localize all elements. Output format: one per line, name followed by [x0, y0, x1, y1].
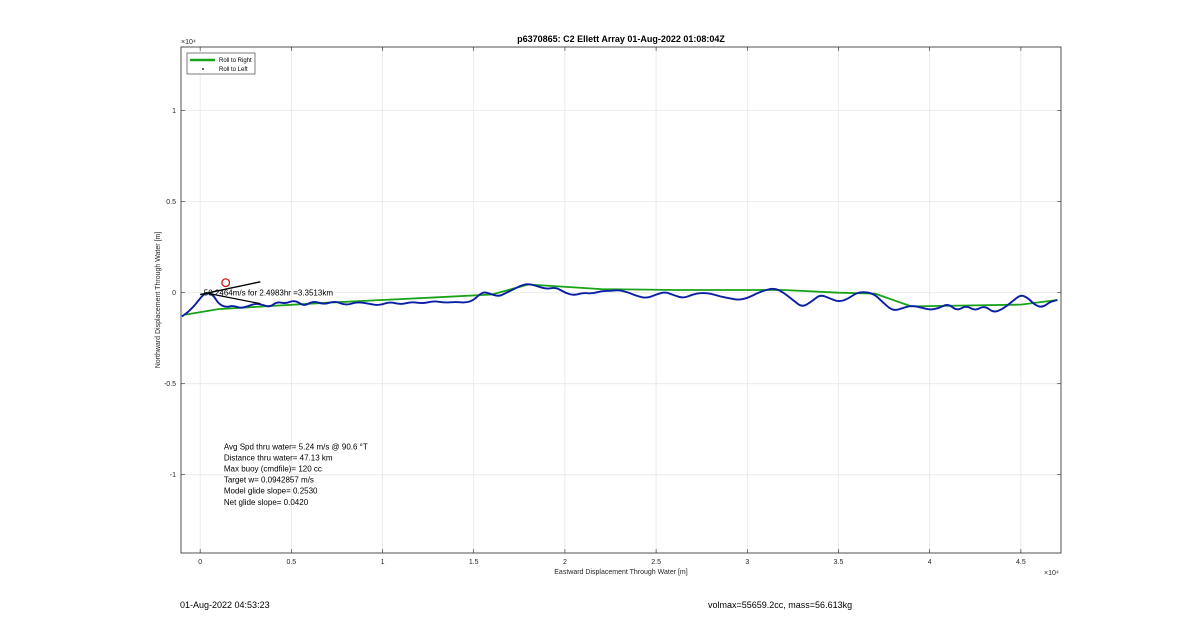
- x-axis-label: Eastward Displacement Through Water [m]: [554, 569, 687, 576]
- y-axis-label: Northward Displacement Through Water [m]: [155, 232, 162, 369]
- stats-line: Avg Spd thru water= 5.24 m/s @ 90.6 °T: [224, 442, 368, 451]
- x-tick-label: 2.5: [651, 559, 661, 566]
- y-tick-label: -1: [170, 472, 176, 479]
- legend-label-roll-left: Roll to Left: [219, 67, 248, 73]
- x-ticks: 0 0.5 1 1.5 2 2.5 3 3.5 4 4.5: [198, 47, 1026, 566]
- stats-line: Distance thru water= 47.13 km: [224, 453, 333, 462]
- series-line-roll-right: [185, 283, 1058, 316]
- grid: [181, 47, 1061, 553]
- y-tick-label: -0.5: [164, 381, 176, 388]
- legend-label-roll-right: Roll to Right: [219, 58, 252, 64]
- stats-line: Net glide slope= 0.0420: [224, 498, 309, 507]
- plot-area: 0 0.5 1 1.5 2 2.5 3 3.5 4 4.5 -1 -0.5 0 0.5 1: [164, 46, 1062, 566]
- legend-box: [186, 52, 256, 75]
- legend: Roll to Right Roll to Left: [186, 52, 256, 75]
- heading-line: [200, 281, 261, 296]
- x-tick-label: 3.5: [834, 559, 844, 566]
- x-tick-label: 0.5: [286, 559, 296, 566]
- y-ticks: -1 -0.5 0 0.5 1: [164, 108, 1061, 479]
- stats-text-block: Avg Spd thru water= 5.24 m/s @ 90.6 °T Di…: [224, 442, 368, 507]
- x-tick-label: 4: [928, 559, 932, 566]
- surface-marker: [221, 278, 231, 288]
- x-tick-label: 1.5: [469, 559, 479, 566]
- axes-box: [180, 46, 1062, 554]
- footer-timestamp: 01-Aug-2022 04:53:23: [180, 600, 270, 610]
- x-tick-label: 0: [198, 559, 202, 566]
- current-vector-line: [209, 293, 261, 305]
- stats-line: Max buoy (cmdfile)= 120 cc: [224, 464, 322, 473]
- y-tick-label: 1: [172, 108, 176, 115]
- x-tick-label: 2: [563, 559, 567, 566]
- annotation-group: 50.2464m/s for 2.4983hr =3.3513km: [200, 278, 334, 305]
- footer-volmax-mass: volmax=55659.2cc, mass=56.613kg: [708, 600, 853, 610]
- chart-title: p6370865: C2 Ellett Array 01-Aug-2022 01…: [517, 34, 725, 44]
- axes-background: [181, 47, 1061, 553]
- x-tick-label: 4.5: [1016, 559, 1026, 566]
- x-exponent-label: ×10⁴: [1044, 570, 1059, 577]
- y-exponent-label: ×10⁴: [181, 39, 196, 46]
- y-tick-label: 0: [172, 290, 176, 297]
- annotation-text: 50.2464m/s for 2.4983hr =3.3513km: [204, 289, 334, 298]
- x-tick-label: 1: [381, 559, 385, 566]
- stats-line: Model glide slope= 0.2530: [224, 487, 318, 496]
- stats-line: Target w= 0.0942857 m/s: [224, 476, 314, 485]
- series-line-track: [181, 283, 1058, 318]
- y-tick-label: 0.5: [166, 199, 176, 206]
- legend-swatch-roll-left: [202, 68, 204, 70]
- x-tick-label: 3: [745, 559, 749, 566]
- series-group: [181, 283, 1058, 318]
